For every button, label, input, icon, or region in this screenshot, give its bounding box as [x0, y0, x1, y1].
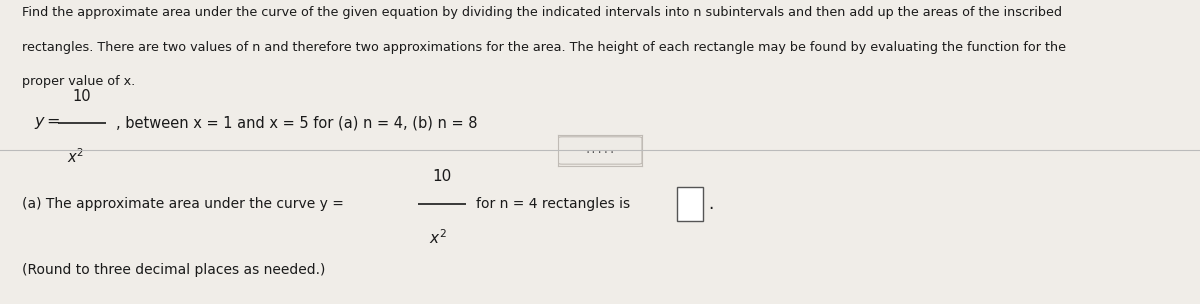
Text: proper value of x.: proper value of x. [22, 75, 134, 88]
Text: rectangles. There are two values of n and therefore two approximations for the a: rectangles. There are two values of n an… [22, 41, 1066, 54]
Text: (Round to three decimal places as needed.): (Round to three decimal places as needed… [22, 263, 325, 277]
Text: , between x = 1 and x = 5 for (a) n = 4, (b) n = 8: , between x = 1 and x = 5 for (a) n = 4,… [116, 116, 478, 131]
Text: $x^{2}$: $x^{2}$ [430, 229, 446, 247]
Text: (a) The approximate area under the curve y =: (a) The approximate area under the curve… [22, 197, 343, 211]
Text: for n = 4 rectangles is: for n = 4 rectangles is [476, 197, 630, 211]
FancyBboxPatch shape [558, 137, 642, 164]
Text: .: . [708, 195, 713, 213]
Text: 10: 10 [432, 169, 451, 184]
Text: .....: ..... [584, 146, 616, 155]
Text: $y=$: $y=$ [34, 116, 60, 131]
FancyBboxPatch shape [677, 187, 703, 221]
Text: Find the approximate area under the curve of the given equation by dividing the : Find the approximate area under the curv… [22, 6, 1062, 19]
Text: 10: 10 [72, 89, 91, 104]
Text: $x^{2}$: $x^{2}$ [67, 147, 84, 166]
